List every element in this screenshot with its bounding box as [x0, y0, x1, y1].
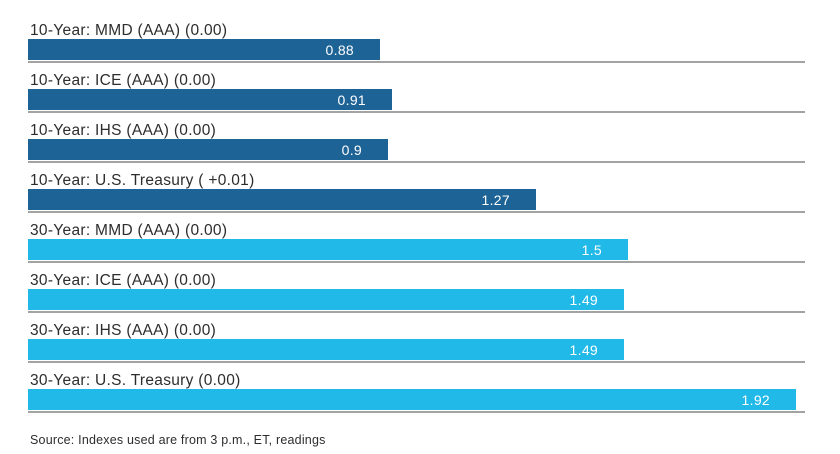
bar-label: 30-Year: U.S. Treasury (0.00)	[30, 372, 241, 389]
bar-value-label: 1.49	[569, 291, 598, 308]
bar: 1.49	[28, 289, 624, 310]
bar-track: 1.5	[28, 239, 805, 260]
chart-row: 30-Year: IHS (AAA) (0.00) 1.49	[28, 322, 805, 372]
chart-row: 30-Year: MMD (AAA) (0.00) 1.5	[28, 222, 805, 272]
bar-value-label: 0.88	[325, 41, 354, 58]
bar-value-label: 1.92	[741, 391, 770, 408]
bar-track: 0.9	[28, 139, 805, 160]
bar-label: 30-Year: MMD (AAA) (0.00)	[30, 222, 228, 239]
chart-row: 30-Year: U.S. Treasury (0.00) 1.92	[28, 372, 805, 422]
row-separator	[28, 311, 805, 313]
bar: 0.91	[28, 89, 392, 110]
row-separator	[28, 61, 805, 63]
bar: 1.92	[28, 389, 796, 410]
bar-label: 10-Year: MMD (AAA) (0.00)	[30, 22, 228, 39]
bar: 1.27	[28, 189, 536, 210]
bar-track: 1.27	[28, 189, 805, 210]
bar: 0.88	[28, 39, 380, 60]
row-separator	[28, 161, 805, 163]
bar: 1.5	[28, 239, 628, 260]
chart-row: 10-Year: MMD (AAA) (0.00) 0.88	[28, 22, 805, 72]
row-separator	[28, 111, 805, 113]
chart-row: 10-Year: ICE (AAA) (0.00) 0.91	[28, 72, 805, 122]
chart-rows: 10-Year: MMD (AAA) (0.00) 0.88 10-Year: …	[28, 22, 840, 422]
chart-row: 30-Year: ICE (AAA) (0.00) 1.49	[28, 272, 805, 322]
row-separator	[28, 211, 805, 213]
bar-label: 10-Year: IHS (AAA) (0.00)	[30, 122, 217, 139]
bar-label: 10-Year: ICE (AAA) (0.00)	[30, 72, 217, 89]
bar-track: 1.92	[28, 389, 805, 410]
bar-value-label: 1.49	[569, 341, 598, 358]
row-separator	[28, 261, 805, 263]
bar-track: 1.49	[28, 289, 805, 310]
bar-track: 0.88	[28, 39, 805, 60]
row-separator	[28, 361, 805, 363]
source-note: Source: Indexes used are from 3 p.m., ET…	[30, 433, 326, 447]
bar-track: 1.49	[28, 339, 805, 360]
bar-label: 10-Year: U.S. Treasury ( +0.01)	[30, 172, 255, 189]
bar: 0.9	[28, 139, 388, 160]
bar-label: 30-Year: IHS (AAA) (0.00)	[30, 322, 217, 339]
bar: 1.49	[28, 339, 624, 360]
row-separator	[28, 411, 805, 413]
chart-row: 10-Year: IHS (AAA) (0.00) 0.9	[28, 122, 805, 172]
bar-value-label: 1.5	[581, 241, 602, 258]
bar-label: 30-Year: ICE (AAA) (0.00)	[30, 272, 217, 289]
chart-row: 10-Year: U.S. Treasury ( +0.01) 1.27	[28, 172, 805, 222]
bar-value-label: 0.9	[341, 141, 362, 158]
bar-value-label: 1.27	[481, 191, 510, 208]
bar-value-label: 0.91	[337, 91, 366, 108]
bar-track: 0.91	[28, 89, 805, 110]
